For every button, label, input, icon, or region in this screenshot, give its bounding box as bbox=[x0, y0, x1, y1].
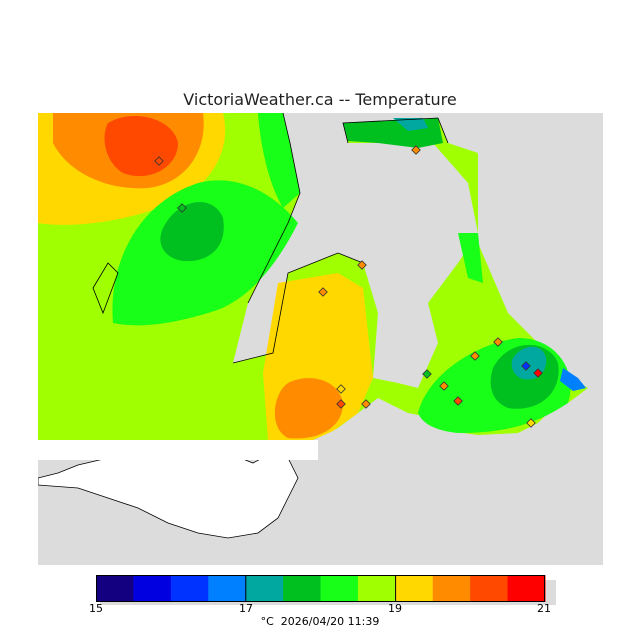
legend-swatch bbox=[432, 575, 471, 602]
zone-18-19-east-strip bbox=[258, 113, 300, 208]
zone-16-se bbox=[560, 368, 586, 391]
legend-tick-15: 15 bbox=[89, 602, 103, 615]
station-marker bbox=[411, 145, 421, 155]
legend-swatch bbox=[96, 575, 134, 602]
station-marker bbox=[533, 368, 543, 378]
timestamp: 2026/04/20 11:39 bbox=[280, 615, 380, 628]
station-marker bbox=[521, 361, 531, 371]
station-marker bbox=[422, 369, 432, 379]
station-marker bbox=[526, 418, 536, 428]
legend-swatch bbox=[395, 575, 434, 602]
island-outline bbox=[92, 262, 119, 315]
station-markers bbox=[154, 145, 543, 428]
station-marker bbox=[318, 287, 328, 297]
station-marker bbox=[357, 260, 367, 270]
unit-label: °C bbox=[260, 615, 274, 628]
legend-swatch bbox=[208, 575, 247, 602]
station-marker bbox=[470, 351, 480, 361]
legend-swatch bbox=[507, 575, 546, 602]
legend-swatch bbox=[470, 575, 509, 602]
temperature-map bbox=[38, 113, 603, 565]
station-marker bbox=[453, 396, 463, 406]
temperature-legend bbox=[96, 575, 556, 605]
station-marker bbox=[154, 156, 164, 166]
zone-18-19-ne-east bbox=[458, 233, 483, 283]
legend-swatch bbox=[283, 575, 321, 602]
legend-swatch bbox=[133, 575, 172, 602]
legend-tick-17: 17 bbox=[239, 602, 253, 615]
legend-caption: °C 2026/04/20 11:39 bbox=[0, 615, 640, 628]
station-marker bbox=[336, 384, 346, 394]
station-marker bbox=[493, 337, 503, 347]
nodata-band bbox=[38, 440, 318, 460]
legend-swatch bbox=[357, 575, 396, 602]
map-title: VictoriaWeather.ca -- Temperature bbox=[183, 90, 457, 109]
zone-17-18-central bbox=[160, 201, 224, 262]
station-marker bbox=[336, 399, 346, 409]
legend-swatches bbox=[96, 575, 546, 602]
legend-tick-19: 19 bbox=[388, 602, 402, 615]
station-marker bbox=[177, 203, 187, 213]
station-marker bbox=[361, 399, 371, 409]
zone-20-21-south bbox=[274, 378, 343, 439]
station-marker bbox=[439, 381, 449, 391]
legend-swatch bbox=[170, 575, 209, 602]
legend-border bbox=[96, 575, 545, 602]
legend-swatch bbox=[320, 575, 359, 602]
legend-tick-21: 21 bbox=[537, 602, 551, 615]
zone-17-ne bbox=[393, 118, 428, 131]
legend-swatch bbox=[245, 575, 284, 602]
